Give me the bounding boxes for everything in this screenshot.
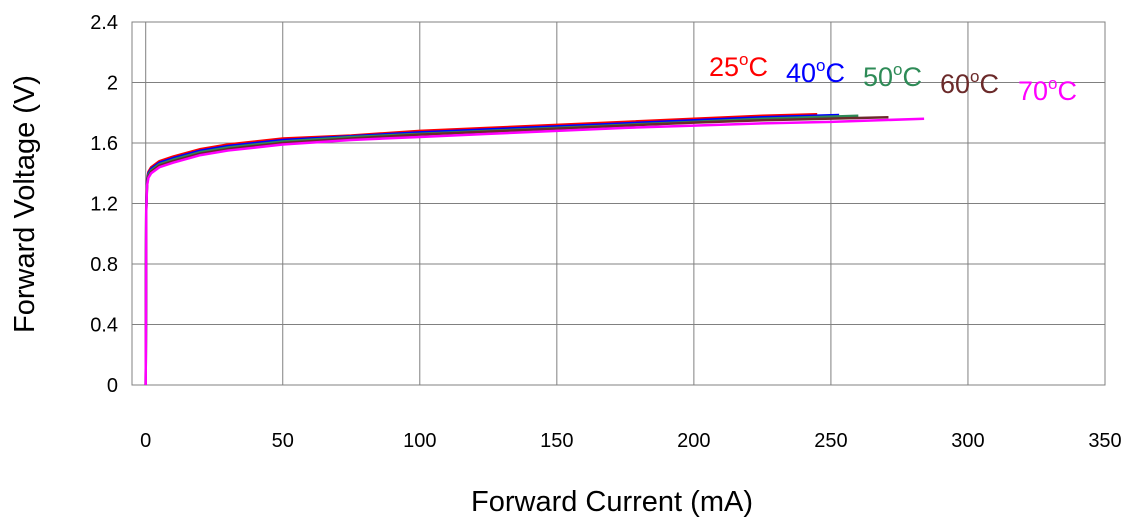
series-label-25c: 25oC bbox=[709, 50, 768, 82]
y-tick-label: 1.2 bbox=[90, 194, 118, 216]
y-tick-label: 0.8 bbox=[90, 254, 118, 276]
y-tick-label: 0 bbox=[107, 375, 118, 397]
y-tick-label: 2 bbox=[107, 73, 118, 95]
series-label-50c: 50oC bbox=[863, 60, 922, 92]
y-tick-label: 1.6 bbox=[90, 133, 118, 155]
x-tick-labels: 0 50 100 150 200 250 300 350 bbox=[140, 430, 1122, 452]
y-axis-title: Forward Voltage (V) bbox=[9, 75, 41, 333]
y-tick-label: 2.4 bbox=[90, 12, 118, 34]
y-tick-labels: 0 0.4 0.8 1.2 1.6 2 2.4 bbox=[90, 12, 118, 397]
x-tick-label: 200 bbox=[677, 430, 710, 452]
series-label-40c: 40oC bbox=[786, 56, 845, 88]
series-labels: 25oC 40oC 50oC 60oC 70oC bbox=[709, 50, 1077, 106]
x-tick-label: 100 bbox=[403, 430, 436, 452]
series-lines bbox=[144, 113, 925, 386]
x-tick-label: 300 bbox=[951, 430, 984, 452]
x-tick-label: 250 bbox=[814, 430, 847, 452]
y-tick-label: 0.4 bbox=[90, 315, 118, 337]
series-label-70c: 70oC bbox=[1018, 74, 1077, 106]
x-tick-label: 50 bbox=[272, 430, 294, 452]
series-label-60c: 60oC bbox=[940, 67, 999, 99]
x-axis-title: Forward Current (mA) bbox=[471, 486, 753, 518]
x-tick-label: 350 bbox=[1088, 430, 1121, 452]
plot-area-frame bbox=[131, 21, 1106, 386]
x-tick-label: 0 bbox=[140, 430, 151, 452]
series-line-70c bbox=[144, 117, 925, 386]
x-tick-label: 150 bbox=[540, 430, 573, 452]
